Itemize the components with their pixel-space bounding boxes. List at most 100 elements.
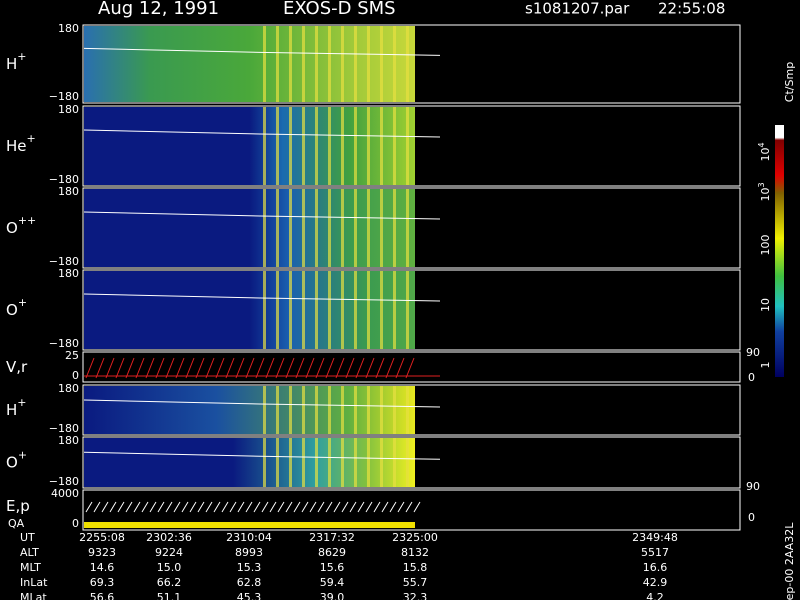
table-cell: 8629 — [318, 546, 346, 559]
right-bottom: 0 — [748, 371, 755, 384]
axis-top: 180 — [58, 434, 79, 447]
table-cell: 42.9 — [643, 576, 668, 589]
table-cell: 8993 — [235, 546, 263, 559]
colorbar-base: 10 — [759, 148, 772, 162]
file: s1081207.par — [525, 0, 630, 18]
label-base: H — [6, 55, 17, 73]
stripes — [255, 438, 415, 487]
axis-top: 180 — [58, 382, 79, 395]
panel-label: He+ — [6, 132, 36, 155]
colorbar-base: 1 — [759, 362, 772, 369]
table-cell: 15.8 — [403, 561, 428, 574]
label-base: V,r — [6, 358, 28, 376]
stripes — [255, 107, 415, 185]
panel-label-2: QA — [8, 517, 25, 530]
row-label: MLT — [20, 561, 41, 574]
colorbar-base: 10 — [759, 188, 772, 202]
table-cell: 56.6 — [90, 591, 115, 600]
stripes — [255, 26, 415, 102]
table-cell: 32.3 — [403, 591, 428, 600]
row-label: InLat — [20, 576, 48, 589]
colorbar-label: 104 — [757, 142, 773, 161]
colorbar-exp: 3 — [757, 182, 766, 187]
colorbar-base: 100 — [759, 235, 772, 256]
axis-bottom: −180 — [49, 337, 79, 350]
axis-bottom: −180 — [49, 475, 79, 488]
colorbar-label: 103 — [757, 182, 773, 201]
trace — [83, 129, 441, 138]
colorbar-exp: 4 — [757, 142, 766, 147]
table-cell: 5517 — [641, 546, 669, 559]
colorbar — [775, 125, 784, 377]
table-cell: 4.2 — [646, 591, 664, 600]
right-bottom: 0 — [748, 511, 755, 524]
label-charge: + — [18, 296, 27, 309]
table-cell: 2349:48 — [632, 531, 678, 544]
table-cell: 15.6 — [320, 561, 345, 574]
label-base: O — [6, 301, 18, 319]
table-cell: 45.3 — [237, 591, 262, 600]
table-cell: 15.3 — [237, 561, 262, 574]
stripes — [255, 271, 415, 349]
table: UT 2255:08 2302:36 2310:04 2317:32 2325:00 234… — [20, 531, 678, 600]
panel-label: H+ — [6, 396, 27, 419]
axis-bottom: 0 — [72, 517, 79, 530]
label-charge: ++ — [18, 214, 36, 227]
label-base: He — [6, 137, 27, 155]
colorbar-unit: Ct/Smp — [783, 62, 796, 102]
axis-bottom: −180 — [49, 173, 79, 186]
panels: H+180−180He+180−180O++180−180O+180−180V,… — [6, 22, 760, 531]
label-base: O — [6, 453, 18, 471]
table-cell: 15.0 — [157, 561, 182, 574]
axis-bottom: −180 — [49, 90, 79, 103]
table-cell: 2317:32 — [309, 531, 355, 544]
table-cell: 2255:08 — [79, 531, 125, 544]
table-cell: 62.8 — [237, 576, 262, 589]
table-cell: 2302:36 — [146, 531, 192, 544]
colorbar-base: 10 — [759, 298, 772, 312]
qa-bar — [84, 522, 415, 528]
panel-label: O++ — [6, 214, 36, 237]
trace — [83, 451, 441, 460]
axis-bottom: −180 — [49, 255, 79, 268]
side-note: Sep-00 2AA32L — [783, 522, 796, 600]
label-base: O — [6, 219, 18, 237]
axis-top: 180 — [58, 185, 79, 198]
trace — [83, 399, 441, 408]
row-label: MLat — [20, 591, 47, 600]
axis-top: 180 — [58, 267, 79, 280]
label-base: H — [6, 401, 17, 419]
panel-label: H+ — [6, 50, 27, 73]
panel-label: O+ — [6, 449, 27, 472]
trace — [83, 211, 441, 220]
time: 22:55:08 — [658, 0, 725, 18]
axis-top: 180 — [58, 103, 79, 116]
table-cell: 9224 — [155, 546, 183, 559]
label-base: E,p — [6, 497, 30, 515]
row-label: UT — [20, 531, 35, 544]
table-cell: 2310:04 — [226, 531, 272, 544]
table-cell: 55.7 — [403, 576, 428, 589]
table-cell: 59.4 — [320, 576, 345, 589]
velocity-trace — [85, 357, 415, 379]
date: Aug 12, 1991 — [98, 0, 219, 19]
label-charge: + — [18, 449, 27, 462]
axis-bottom: 0 — [72, 369, 79, 382]
axis-top: 25 — [65, 349, 79, 362]
table-cell: 66.2 — [157, 576, 182, 589]
table-cell: 69.3 — [90, 576, 115, 589]
stripes — [255, 386, 415, 434]
table-cell: 8132 — [401, 546, 429, 559]
trace — [83, 47, 441, 56]
table-cell: 2325:00 — [392, 531, 438, 544]
colorbar-label: 100 — [759, 235, 772, 256]
table-cell: 39.0 — [320, 591, 345, 600]
energy-trace — [85, 501, 421, 513]
colorbar-label: 1 — [759, 362, 772, 369]
axis-top: 4000 — [51, 487, 79, 500]
colorbar-label: 10 — [759, 298, 772, 312]
axis-bottom: −180 — [49, 422, 79, 435]
instrument: EXOS-D SMS — [283, 0, 396, 19]
